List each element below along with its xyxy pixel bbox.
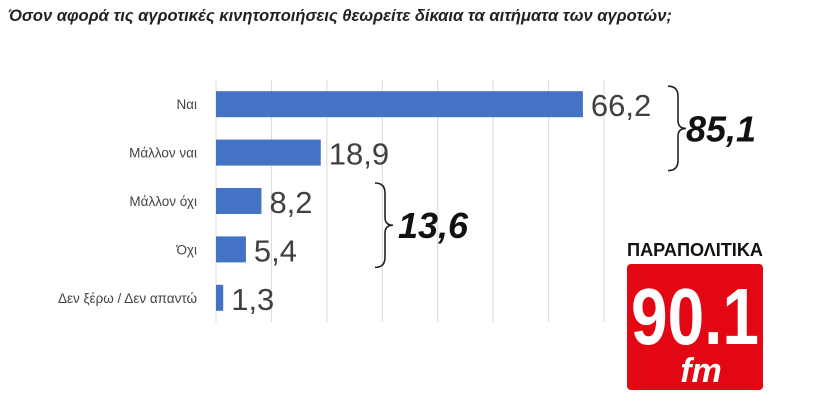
- logo-number: 90.1: [631, 272, 759, 361]
- logo-unit: fm: [680, 352, 722, 390]
- group-total-label: 85,1: [686, 108, 756, 149]
- group-brackets: 85,1 13,6: [374, 85, 756, 269]
- group-bracket: [667, 85, 687, 172]
- chart-title: Όσον αφορά τις αγροτικές κινητοποιήσεις …: [8, 7, 672, 25]
- bar: [216, 188, 262, 214]
- value-label: 8,2: [269, 185, 312, 220]
- category-label: Μάλλον όχι: [129, 194, 197, 209]
- group-total-label: 13,6: [398, 205, 469, 246]
- bar: [216, 91, 583, 118]
- value-label: 5,4: [254, 233, 297, 268]
- category-label: Δεν ξέρω / Δεν απαντώ: [58, 291, 197, 306]
- parapolitika-logo: ΠΑΡΑΠΟΛΙΤΙΚΑ 90.1 fm: [625, 232, 765, 390]
- logo-top-text: ΠΑΡΑΠΟΛΙΤΙΚΑ: [627, 240, 763, 260]
- value-label: 66,2: [591, 88, 651, 123]
- category-label: Μάλλον ναι: [129, 146, 197, 161]
- value-label: 18,9: [329, 137, 389, 172]
- bars: [216, 91, 583, 311]
- bar: [216, 236, 246, 263]
- value-labels: 66,2 18,9 8,2 5,4 1,3: [231, 88, 651, 317]
- category-label: Όχι: [175, 242, 197, 257]
- bar: [216, 284, 224, 311]
- bar: [216, 139, 321, 166]
- category-label: Ναι: [176, 97, 197, 112]
- value-label: 1,3: [231, 282, 274, 317]
- group-bracket: [374, 182, 394, 269]
- category-labels: Ναι Μάλλον ναι Μάλλον όχι Όχι Δεν ξέρω / Δεν…: [58, 97, 197, 306]
